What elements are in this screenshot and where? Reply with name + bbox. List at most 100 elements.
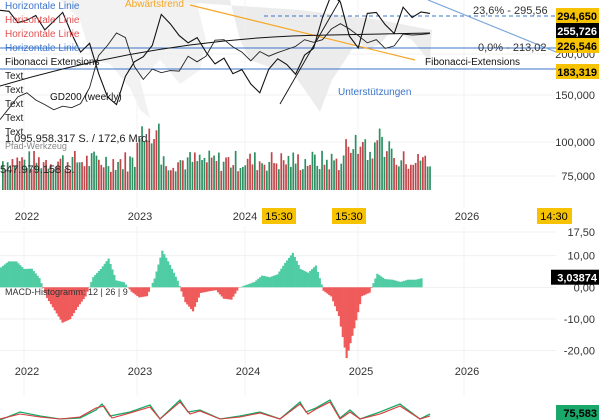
- macd-bar: [47, 287, 51, 302]
- macd-bar: [107, 258, 110, 288]
- volume-bar: [33, 151, 35, 190]
- volume-bar: [232, 165, 235, 190]
- volume-bar: [388, 141, 391, 190]
- macd-bar: [253, 281, 256, 288]
- volume-bar: [66, 162, 69, 190]
- macd-bar: [380, 276, 383, 288]
- macd-title: MACD-Histogramm: 12 | 26 | 9: [5, 287, 128, 297]
- macd-bar: [180, 287, 183, 292]
- volume-bar: [422, 157, 424, 190]
- macd-bar: [418, 278, 421, 288]
- macd-bar: [289, 255, 293, 288]
- volume-bar: [114, 170, 117, 190]
- macd-bar: [140, 287, 143, 298]
- macd-bar: [378, 275, 381, 288]
- volume-bar: [294, 163, 297, 190]
- macd-bar: [26, 268, 30, 288]
- volume-bar: [138, 138, 141, 190]
- macd-bar: [90, 282, 93, 288]
- volume-bar: [333, 160, 335, 190]
- macd-bar: [176, 280, 179, 288]
- macd-bar: [209, 287, 212, 292]
- macd-bar: [320, 284, 323, 288]
- macd-bar: [0, 267, 3, 288]
- macd-bar: [241, 286, 245, 288]
- volume-bar: [83, 166, 86, 190]
- volume-bar: [266, 170, 268, 190]
- support-curve: [0, 32, 431, 87]
- volume-bar: [155, 130, 158, 190]
- x-tick-label-bottom: 2025: [349, 366, 373, 378]
- macd-bar: [272, 275, 275, 288]
- oscillator-axis: 75,583: [556, 405, 599, 420]
- macd-bar: [57, 287, 60, 317]
- macd-bar: [101, 266, 104, 288]
- volume-bar: [167, 170, 170, 190]
- x-tick-label-bottom: 2022: [15, 366, 39, 378]
- volume-bar: [342, 155, 345, 190]
- chart-labels: Horizontale Linie Horizontale Linie Hori…: [0, 0, 548, 297]
- volume-bar: [261, 163, 263, 190]
- volume-bar: [246, 158, 249, 190]
- macd-bar: [330, 287, 333, 297]
- macd-bar: [274, 275, 277, 288]
- text-label-4: Text: [5, 113, 24, 124]
- macd-bar: [109, 264, 112, 288]
- macd-bar: [130, 287, 133, 292]
- macd-bar: [372, 283, 375, 288]
- volume-bar: [244, 165, 247, 190]
- macd-bar: [345, 287, 348, 359]
- macd-bar: [155, 271, 158, 288]
- svg-text:15:30: 15:30: [335, 211, 363, 223]
- macd-bar: [94, 275, 97, 288]
- macd-bar: [153, 278, 156, 288]
- macd-bar: [284, 262, 287, 288]
- volume-bar: [78, 162, 81, 190]
- volume-bar: [347, 146, 350, 190]
- text-label-3: Text: [5, 99, 24, 110]
- text-label-2: Text: [5, 85, 24, 96]
- volume-bar: [429, 166, 431, 190]
- volume-bar: [417, 154, 419, 190]
- macd-bar: [199, 287, 202, 293]
- volume-bar: [275, 163, 278, 190]
- macd-bar: [236, 287, 239, 291]
- volume-bar: [316, 165, 319, 190]
- volume-bar: [16, 157, 19, 190]
- volume-bar: [150, 143, 153, 190]
- macd-bar: [303, 270, 306, 288]
- volume-bar: [352, 149, 355, 190]
- macd-bar: [318, 278, 321, 288]
- gd200-label: GD200 (weekly): [50, 92, 122, 103]
- macd-bar: [389, 279, 392, 288]
- volume-bar: [184, 169, 187, 190]
- volume-bar: [81, 162, 83, 190]
- volume-bar: [40, 168, 43, 190]
- volume-bar: [400, 160, 403, 190]
- macd-bar: [178, 286, 181, 288]
- macd-bar: [220, 287, 223, 297]
- svg-text:15:30: 15:30: [265, 211, 293, 223]
- volume-bar: [26, 168, 28, 190]
- time-badge-1: 15:30: [262, 208, 296, 224]
- macd-bar: [69, 287, 72, 320]
- macd-bar: [113, 274, 116, 288]
- volume-bar: [213, 155, 215, 190]
- macd-bar: [136, 287, 139, 296]
- macd-bar: [360, 287, 364, 297]
- macd-bar: [395, 280, 398, 288]
- macd-bar: [117, 280, 120, 288]
- macd-bar: [362, 287, 366, 296]
- volume-bar: [227, 157, 230, 190]
- macd-bar: [262, 276, 266, 288]
- volume-bar: [153, 139, 155, 190]
- volume-bar: [280, 153, 283, 190]
- macd-bar: [228, 287, 231, 300]
- macd-bar: [30, 268, 33, 288]
- svg-text:14:30: 14:30: [540, 211, 568, 223]
- macd-bar: [410, 279, 414, 288]
- macd-bar: [276, 274, 279, 288]
- macd-bar: [257, 278, 260, 288]
- macd-bar: [224, 287, 227, 299]
